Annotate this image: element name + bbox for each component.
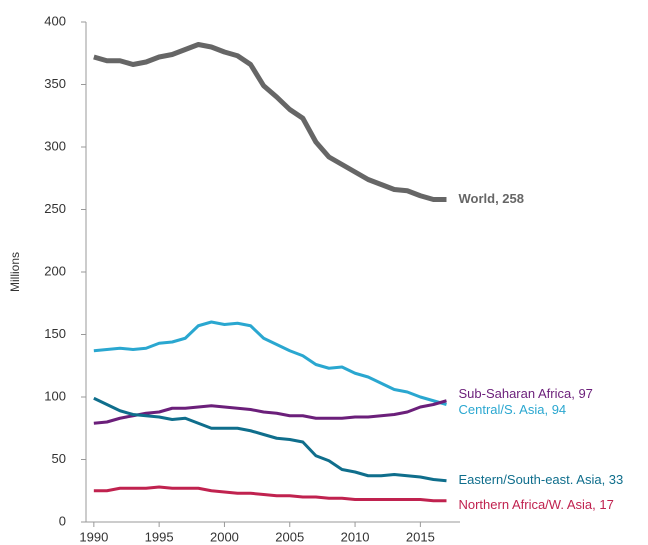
series-label: Central/S. Asia, 94 <box>458 402 566 417</box>
series-line <box>93 396 447 483</box>
x-tick-label: 2010 <box>341 529 370 544</box>
y-tick-label: 350 <box>44 76 66 91</box>
series-line <box>93 320 447 406</box>
series-label: World, 258 <box>458 191 524 206</box>
y-tick-label: 0 <box>59 513 66 528</box>
series-line <box>93 399 447 425</box>
x-tick-label: 1990 <box>79 529 108 544</box>
series-line <box>93 485 447 503</box>
series-label: Sub-Saharan Africa, 97 <box>458 386 592 401</box>
series-label: Northern Africa/W. Asia, 17 <box>458 497 613 512</box>
series-line <box>93 42 447 202</box>
y-tick-label: 50 <box>52 451 66 466</box>
y-tick-label: 400 <box>44 13 66 28</box>
y-tick-label: 150 <box>44 326 66 341</box>
y-axis-label: Millions <box>8 252 22 292</box>
series-label: Eastern/South-east. Asia, 33 <box>458 472 623 487</box>
x-tick-label: 1995 <box>145 529 174 544</box>
x-tick-label: 2000 <box>210 529 239 544</box>
y-tick-label: 100 <box>44 388 66 403</box>
y-tick-label: 300 <box>44 138 66 153</box>
x-tick-label: 2015 <box>406 529 435 544</box>
y-tick-label: 250 <box>44 201 66 216</box>
x-tick-label: 2005 <box>275 529 304 544</box>
y-tick-label: 200 <box>44 263 66 278</box>
